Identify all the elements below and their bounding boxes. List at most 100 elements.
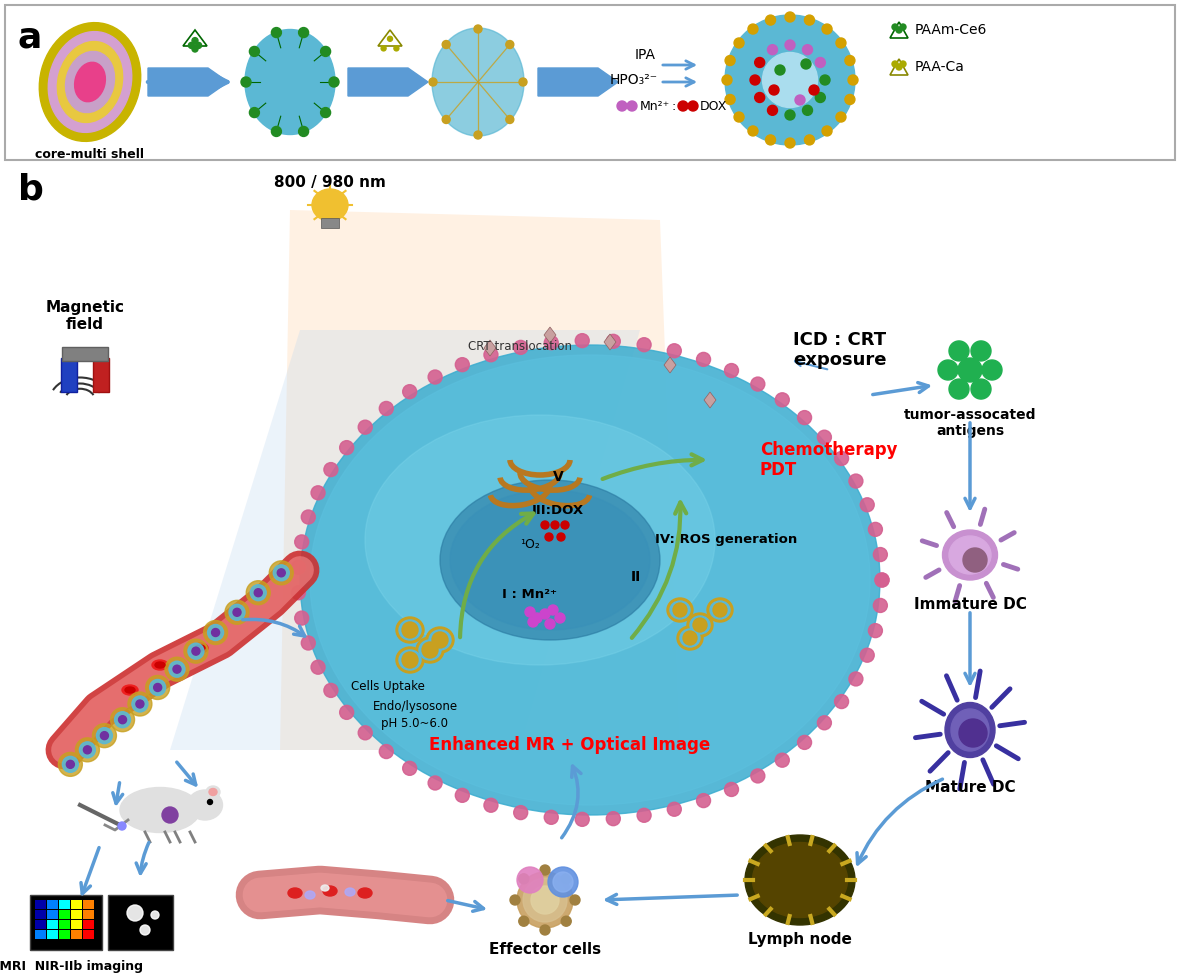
Ellipse shape bbox=[710, 601, 730, 619]
Circle shape bbox=[402, 385, 416, 398]
Circle shape bbox=[402, 762, 416, 775]
Text: IPA: IPA bbox=[635, 48, 657, 62]
FancyBboxPatch shape bbox=[71, 920, 82, 929]
Ellipse shape bbox=[321, 885, 329, 891]
Circle shape bbox=[748, 24, 758, 34]
FancyBboxPatch shape bbox=[47, 910, 58, 919]
Circle shape bbox=[561, 874, 571, 883]
Circle shape bbox=[804, 15, 814, 25]
Circle shape bbox=[815, 57, 826, 67]
Text: II: II bbox=[631, 570, 641, 584]
Circle shape bbox=[428, 776, 442, 790]
Text: 800 / 980 nm: 800 / 980 nm bbox=[274, 175, 386, 190]
Circle shape bbox=[321, 47, 330, 56]
FancyArrow shape bbox=[348, 68, 428, 96]
Ellipse shape bbox=[206, 786, 220, 798]
Circle shape bbox=[541, 521, 549, 529]
Circle shape bbox=[638, 808, 651, 822]
Ellipse shape bbox=[396, 617, 424, 643]
Circle shape bbox=[860, 498, 874, 511]
Circle shape bbox=[195, 43, 201, 49]
Circle shape bbox=[484, 348, 498, 361]
Circle shape bbox=[725, 56, 735, 65]
Circle shape bbox=[291, 585, 305, 600]
Circle shape bbox=[311, 486, 325, 500]
Circle shape bbox=[110, 708, 135, 731]
Ellipse shape bbox=[667, 598, 693, 622]
Circle shape bbox=[246, 581, 270, 605]
Ellipse shape bbox=[310, 355, 870, 805]
Polygon shape bbox=[704, 392, 716, 408]
Circle shape bbox=[273, 565, 290, 581]
Circle shape bbox=[58, 752, 83, 776]
Circle shape bbox=[381, 46, 386, 51]
FancyBboxPatch shape bbox=[62, 347, 108, 361]
Circle shape bbox=[380, 401, 393, 416]
Circle shape bbox=[834, 694, 848, 708]
Ellipse shape bbox=[345, 888, 355, 896]
Circle shape bbox=[900, 24, 906, 30]
Ellipse shape bbox=[951, 709, 989, 751]
Text: III:DOX: III:DOX bbox=[532, 504, 584, 516]
Circle shape bbox=[775, 393, 789, 407]
Circle shape bbox=[432, 632, 448, 648]
Circle shape bbox=[474, 131, 481, 139]
FancyArrowPatch shape bbox=[632, 503, 686, 638]
Ellipse shape bbox=[287, 888, 302, 898]
Circle shape bbox=[340, 440, 354, 455]
Circle shape bbox=[873, 598, 887, 613]
Circle shape bbox=[225, 600, 248, 624]
Circle shape bbox=[162, 807, 177, 823]
Polygon shape bbox=[484, 340, 496, 356]
FancyBboxPatch shape bbox=[108, 895, 173, 950]
Circle shape bbox=[667, 344, 681, 357]
Circle shape bbox=[523, 878, 567, 922]
Circle shape bbox=[251, 584, 266, 601]
Circle shape bbox=[97, 728, 112, 743]
Ellipse shape bbox=[49, 31, 131, 132]
Ellipse shape bbox=[440, 480, 660, 640]
Circle shape bbox=[519, 917, 529, 926]
FancyBboxPatch shape bbox=[71, 930, 82, 939]
Circle shape bbox=[513, 805, 528, 819]
Text: a: a bbox=[18, 20, 43, 54]
Circle shape bbox=[836, 112, 846, 122]
Circle shape bbox=[150, 680, 166, 695]
Circle shape bbox=[154, 684, 162, 692]
Circle shape bbox=[750, 75, 759, 85]
Circle shape bbox=[146, 676, 169, 699]
Circle shape bbox=[169, 661, 185, 677]
Circle shape bbox=[115, 712, 130, 728]
Circle shape bbox=[402, 622, 418, 638]
Text: Enhanced MR + Optical Image: Enhanced MR + Optical Image bbox=[429, 736, 711, 754]
Circle shape bbox=[519, 874, 529, 883]
Text: PAA-Ca: PAA-Ca bbox=[914, 60, 965, 74]
Circle shape bbox=[302, 510, 316, 524]
Circle shape bbox=[896, 64, 901, 70]
FancyBboxPatch shape bbox=[83, 920, 93, 929]
Circle shape bbox=[358, 420, 373, 434]
Circle shape bbox=[845, 56, 855, 65]
Text: Endo/lysosone
pH 5.0~6.0: Endo/lysosone pH 5.0~6.0 bbox=[373, 700, 458, 730]
Circle shape bbox=[548, 605, 558, 615]
Ellipse shape bbox=[75, 62, 105, 101]
Ellipse shape bbox=[450, 490, 649, 630]
Circle shape bbox=[484, 799, 498, 812]
Ellipse shape bbox=[416, 637, 444, 663]
Ellipse shape bbox=[707, 598, 733, 622]
Text: ICD : CRT
exposure: ICD : CRT exposure bbox=[794, 330, 887, 369]
Text: I : Mn²⁺: I : Mn²⁺ bbox=[503, 588, 557, 602]
Text: :: : bbox=[672, 99, 677, 113]
Circle shape bbox=[519, 78, 526, 86]
Circle shape bbox=[845, 94, 855, 104]
Ellipse shape bbox=[125, 687, 135, 693]
Ellipse shape bbox=[65, 52, 115, 113]
Circle shape bbox=[422, 642, 438, 658]
Circle shape bbox=[380, 744, 393, 759]
FancyBboxPatch shape bbox=[5, 5, 1175, 160]
PathPatch shape bbox=[170, 330, 640, 750]
Ellipse shape bbox=[745, 835, 855, 925]
Circle shape bbox=[755, 57, 764, 67]
Circle shape bbox=[442, 116, 451, 124]
FancyBboxPatch shape bbox=[93, 358, 109, 392]
